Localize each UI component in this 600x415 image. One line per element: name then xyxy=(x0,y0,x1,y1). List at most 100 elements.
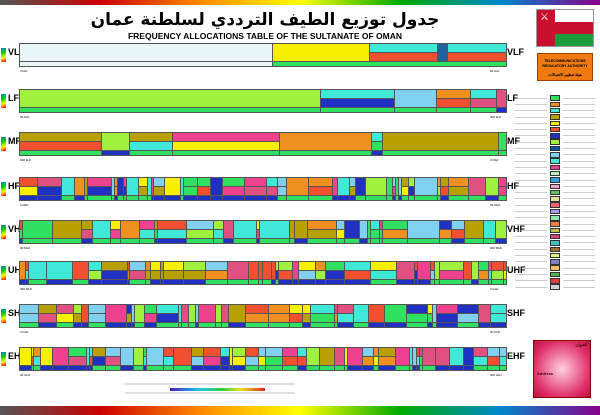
allocation-segment xyxy=(210,195,225,201)
allocation-segment xyxy=(227,304,248,324)
allocation-segment xyxy=(498,177,507,188)
allocation-segment xyxy=(243,177,269,188)
allocation-segment xyxy=(354,195,367,201)
allocation-segment xyxy=(88,322,108,328)
start-frequency: 300 kHz xyxy=(20,158,32,162)
allocation-segment xyxy=(222,177,246,188)
wavelength-frequency-scale xyxy=(125,383,295,394)
allocation-segment xyxy=(487,365,501,371)
start-frequency: 30 MHz xyxy=(20,246,31,250)
allocation-segment xyxy=(197,195,213,201)
allocation-segment xyxy=(413,279,420,285)
allocation-segment xyxy=(228,365,234,371)
allocation-segment xyxy=(125,195,140,201)
allocation-segment xyxy=(223,238,235,244)
allocation-segment xyxy=(86,347,92,367)
allocation-bars xyxy=(19,347,507,372)
legend-swatch xyxy=(550,139,560,145)
allocation-segment xyxy=(371,132,385,143)
band-icon xyxy=(1,182,6,196)
allocation-segment xyxy=(162,270,185,281)
allocation-segment xyxy=(301,304,313,315)
allocation-segment xyxy=(478,261,490,272)
legend-item xyxy=(512,271,598,278)
allocation-segment xyxy=(28,261,48,281)
allocation-segment xyxy=(463,365,476,371)
allocation-segment xyxy=(429,279,436,285)
title-english: FREQUENCY ALLOCATIONS TABLE OF THE SULTA… xyxy=(127,31,403,41)
allocation-segment xyxy=(126,270,132,281)
allocation-segment xyxy=(257,279,265,285)
band-label-left: LF xyxy=(8,93,19,103)
allocation-segment xyxy=(162,261,185,272)
allocation-segment xyxy=(113,195,120,201)
allocation-segment xyxy=(92,365,107,371)
allocation-segment xyxy=(270,279,278,285)
allocation-segment xyxy=(266,177,279,188)
allocation-segment xyxy=(244,347,261,358)
allocation-segment xyxy=(301,313,313,324)
allocation-segment xyxy=(343,261,372,272)
legend-swatch xyxy=(550,208,560,215)
allocation-segment xyxy=(38,304,59,315)
allocation-segment xyxy=(279,132,374,152)
allocation-segment xyxy=(265,347,285,358)
allocation-segment xyxy=(126,261,132,272)
allocation-segment xyxy=(190,347,205,358)
allocation-segment xyxy=(146,177,153,197)
legend-item xyxy=(512,215,598,221)
legend-item xyxy=(512,284,598,290)
allocation-segment xyxy=(408,365,415,371)
allocation-segment xyxy=(128,132,174,143)
allocation-segment xyxy=(88,279,104,285)
allocation-segment xyxy=(401,177,411,188)
allocation-segment xyxy=(18,279,28,285)
allocation-segment xyxy=(81,304,91,324)
allocation-segment xyxy=(117,195,125,201)
allocation-segment xyxy=(337,322,355,328)
allocation-segment xyxy=(231,347,247,358)
allocation-segment xyxy=(405,313,429,324)
allocation-segment xyxy=(498,186,507,197)
legend-item xyxy=(512,265,598,271)
allocation-segment xyxy=(173,365,193,371)
allocation-segment xyxy=(220,365,231,371)
allocation-segment xyxy=(25,261,31,272)
allocation-segment xyxy=(221,322,230,328)
allocation-segment xyxy=(223,220,235,240)
allocation-segment xyxy=(162,365,176,371)
allocation-segment xyxy=(162,356,176,367)
allocation-segment xyxy=(331,195,339,201)
allocation-segment xyxy=(74,195,86,201)
allocation-segment xyxy=(320,98,397,109)
allocation-segment xyxy=(125,177,140,197)
band-label-right: MF xyxy=(507,136,520,146)
legend-swatch xyxy=(550,246,560,253)
allocation-segment xyxy=(334,347,346,367)
legend-item xyxy=(512,126,598,133)
allocation-segment xyxy=(498,195,507,201)
bottom-color-bar xyxy=(0,406,600,415)
allocation-segment xyxy=(133,304,146,324)
allocation-segment xyxy=(30,365,36,371)
allocation-segment xyxy=(228,347,234,367)
allocation-segment xyxy=(336,229,347,240)
allocation-segment xyxy=(83,195,89,201)
allocation-segment xyxy=(143,304,158,315)
allocation-segment xyxy=(245,322,270,328)
allocation-segment xyxy=(195,322,201,328)
allocation-segment xyxy=(146,365,165,371)
allocation-segment xyxy=(72,322,84,328)
allocation-segment xyxy=(451,238,466,244)
start-frequency: 3 MHz xyxy=(20,203,29,207)
allocation-segment xyxy=(429,270,436,281)
legend-item xyxy=(512,240,598,246)
allocation-segment xyxy=(143,313,158,324)
allocation-segment xyxy=(80,220,95,231)
allocation-segment xyxy=(145,270,152,281)
allocation-segment xyxy=(337,313,355,324)
top-color-bar xyxy=(0,0,600,5)
band-label-right: VHF xyxy=(507,224,525,234)
allocation-segment xyxy=(324,279,346,285)
allocation-segment xyxy=(227,322,248,328)
